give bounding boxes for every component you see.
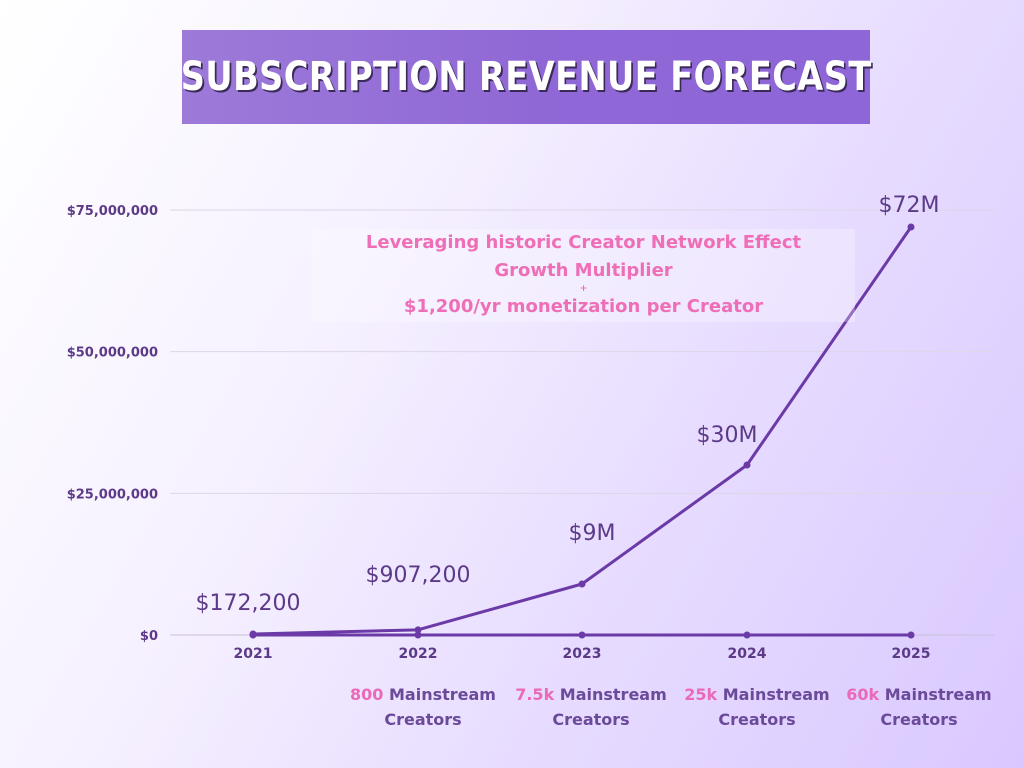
baseline-series-point — [743, 631, 751, 639]
creator-count: 800 — [350, 685, 384, 704]
revenue-series-point — [743, 461, 751, 469]
data-label: $72M — [879, 193, 940, 218]
data-label: $172,200 — [196, 591, 301, 616]
baseline-series-point — [907, 631, 915, 639]
revenue-series-point — [907, 223, 915, 231]
creator-text: Mainstream — [722, 685, 830, 704]
data-label: $30M — [697, 423, 758, 448]
x-tick-label: 2021 — [234, 646, 273, 662]
revenue-series-point — [414, 626, 422, 634]
title-banner: SUBSCRIPTION REVENUE FORECAST — [180, 30, 872, 124]
data-label: $907,200 — [366, 563, 471, 588]
annotation-line-2: Growth Multiplier — [494, 260, 673, 281]
creator-subtext: Creators — [384, 710, 462, 729]
creator-text: Mainstream — [884, 685, 992, 704]
data-label: $9M — [569, 521, 616, 546]
annotation-box: Leveraging historic Creator Network Effe… — [312, 229, 855, 322]
x-tick-label: 2022 — [399, 646, 438, 662]
creator-label-2025: 60k Mainstream Creators — [835, 682, 1003, 732]
creator-count: 25k — [684, 685, 718, 704]
revenue-series-point — [249, 630, 257, 638]
y-tick-label: $50,000,000 — [67, 346, 158, 361]
creator-subtext: Creators — [552, 710, 630, 729]
x-tick-label: 2025 — [892, 646, 931, 662]
creator-count: 7.5k — [515, 685, 555, 704]
annotation-line-1: Leveraging historic Creator Network Effe… — [365, 232, 802, 253]
x-tick-label: 2023 — [563, 646, 602, 662]
creator-text: Mainstream — [559, 685, 667, 704]
creator-label-2024: 25k Mainstream Creators — [673, 682, 841, 732]
y-tick-label: $75,000,000 — [67, 204, 158, 219]
annotation-line-4: $1,200/yr monetization per Creator — [403, 296, 764, 317]
y-tick-label: $0 — [140, 629, 158, 644]
creator-label-2023: 7.5k Mainstream Creators — [507, 682, 675, 732]
baseline-series-point — [414, 631, 422, 639]
baseline-series-point — [578, 631, 586, 639]
page-title: SUBSCRIPTION REVENUE FORECAST — [180, 54, 872, 100]
creator-subtext: Creators — [880, 710, 958, 729]
annotation-line-3: + — [579, 284, 588, 294]
creator-label-2022: 800 Mainstream Creators — [339, 682, 507, 732]
creator-subtext: Creators — [718, 710, 796, 729]
revenue-series-point — [578, 580, 586, 588]
x-tick-label: 2024 — [728, 646, 767, 662]
y-tick-label: $25,000,000 — [67, 487, 158, 502]
creator-text: Mainstream — [389, 685, 496, 704]
creator-count: 60k — [846, 685, 880, 704]
